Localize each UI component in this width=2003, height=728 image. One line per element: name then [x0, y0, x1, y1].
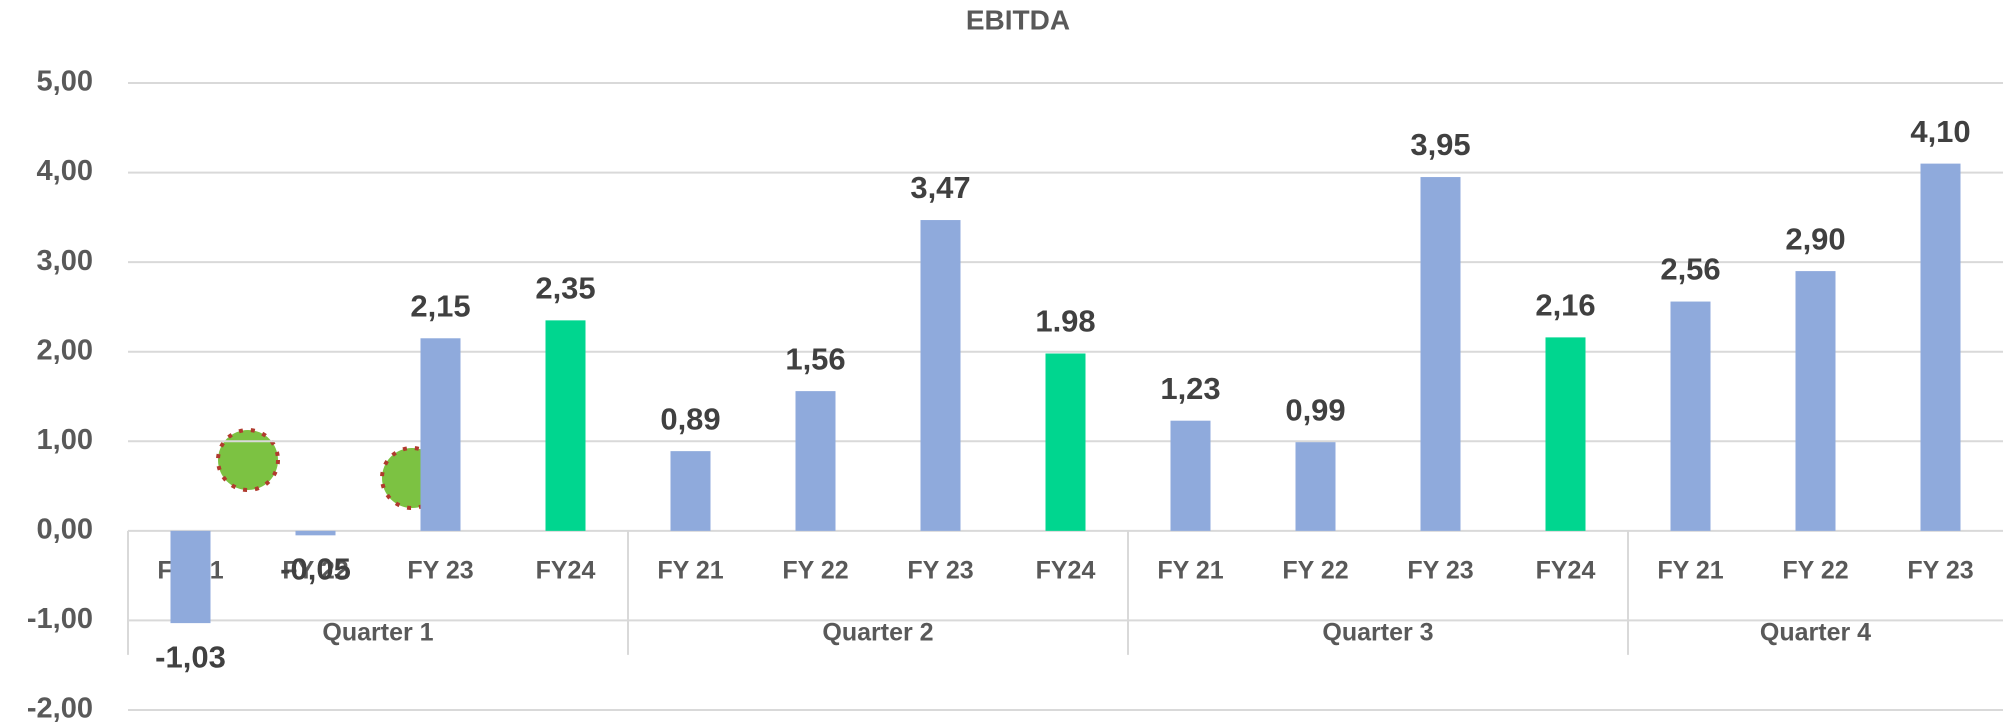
group-label: Quarter 1: [322, 618, 433, 646]
y-tick-label: -2,00: [27, 693, 93, 725]
bar: [1420, 177, 1461, 531]
data-label: 3,95: [1410, 127, 1470, 162]
group-label: Quarter 3: [1322, 618, 1433, 646]
x-tick-label: FY 22: [1782, 556, 1848, 584]
x-tick-label: FY 23: [907, 556, 973, 584]
y-tick-label: 3,00: [37, 245, 93, 277]
data-label: 0,99: [1285, 392, 1345, 427]
data-label: 1.98: [1035, 304, 1095, 339]
x-tick-label: FY 22: [1282, 556, 1348, 584]
x-tick-label: FY 22: [782, 556, 848, 584]
bar: [420, 338, 461, 531]
x-tick-label: FY 21: [657, 556, 723, 584]
bar: [545, 320, 586, 531]
bar: [1545, 337, 1586, 531]
x-tick-label: FY 23: [407, 556, 473, 584]
chart-title: EBITDA: [966, 4, 1070, 35]
x-tick-label: FY 23: [1907, 556, 1973, 584]
bar: [795, 391, 836, 531]
data-label: -1,03: [155, 639, 226, 674]
data-label: -0,05: [280, 552, 351, 587]
bar: [1170, 420, 1211, 531]
bar: [670, 451, 711, 531]
x-tick-label: FY 21: [1657, 556, 1723, 584]
y-tick-label: 5,00: [37, 66, 93, 98]
data-label: 1,56: [785, 341, 845, 376]
bar: [170, 530, 211, 624]
x-tick-label: FY 22: [282, 556, 348, 584]
data-label: 2,90: [1785, 221, 1845, 256]
data-label: 2,35: [535, 271, 595, 306]
y-tick-label: 0,00: [37, 514, 93, 546]
data-label: 2,16: [1535, 288, 1595, 323]
y-tick-label: 2,00: [37, 334, 93, 366]
data-label: 1,23: [1160, 371, 1220, 406]
data-label: 2,15: [410, 288, 470, 323]
bar: [1045, 353, 1086, 531]
y-tick-label: 4,00: [37, 155, 93, 187]
x-tick-label: FY24: [1536, 556, 1596, 584]
data-label: 0,89: [660, 401, 720, 436]
group-label: Quarter 2: [822, 618, 933, 646]
x-tick-label: FY24: [1036, 556, 1096, 584]
data-label: 3,47: [910, 170, 970, 205]
y-tick-label: -1,00: [27, 603, 93, 635]
bar: [295, 530, 336, 536]
bar: [920, 220, 961, 531]
x-tick-label: FY24: [536, 556, 596, 584]
x-tick-label: FY 21: [1157, 556, 1223, 584]
data-label: 2,56: [1660, 252, 1720, 287]
bar: [1295, 442, 1336, 531]
y-tick-label: 1,00: [37, 424, 93, 456]
bar: [1795, 271, 1836, 531]
group-label: Quarter 4: [1760, 618, 1871, 646]
data-label: 4,10: [1910, 114, 1970, 149]
bar: [1670, 301, 1711, 531]
bar: [1920, 163, 1961, 531]
x-tick-label: FY 23: [1407, 556, 1473, 584]
